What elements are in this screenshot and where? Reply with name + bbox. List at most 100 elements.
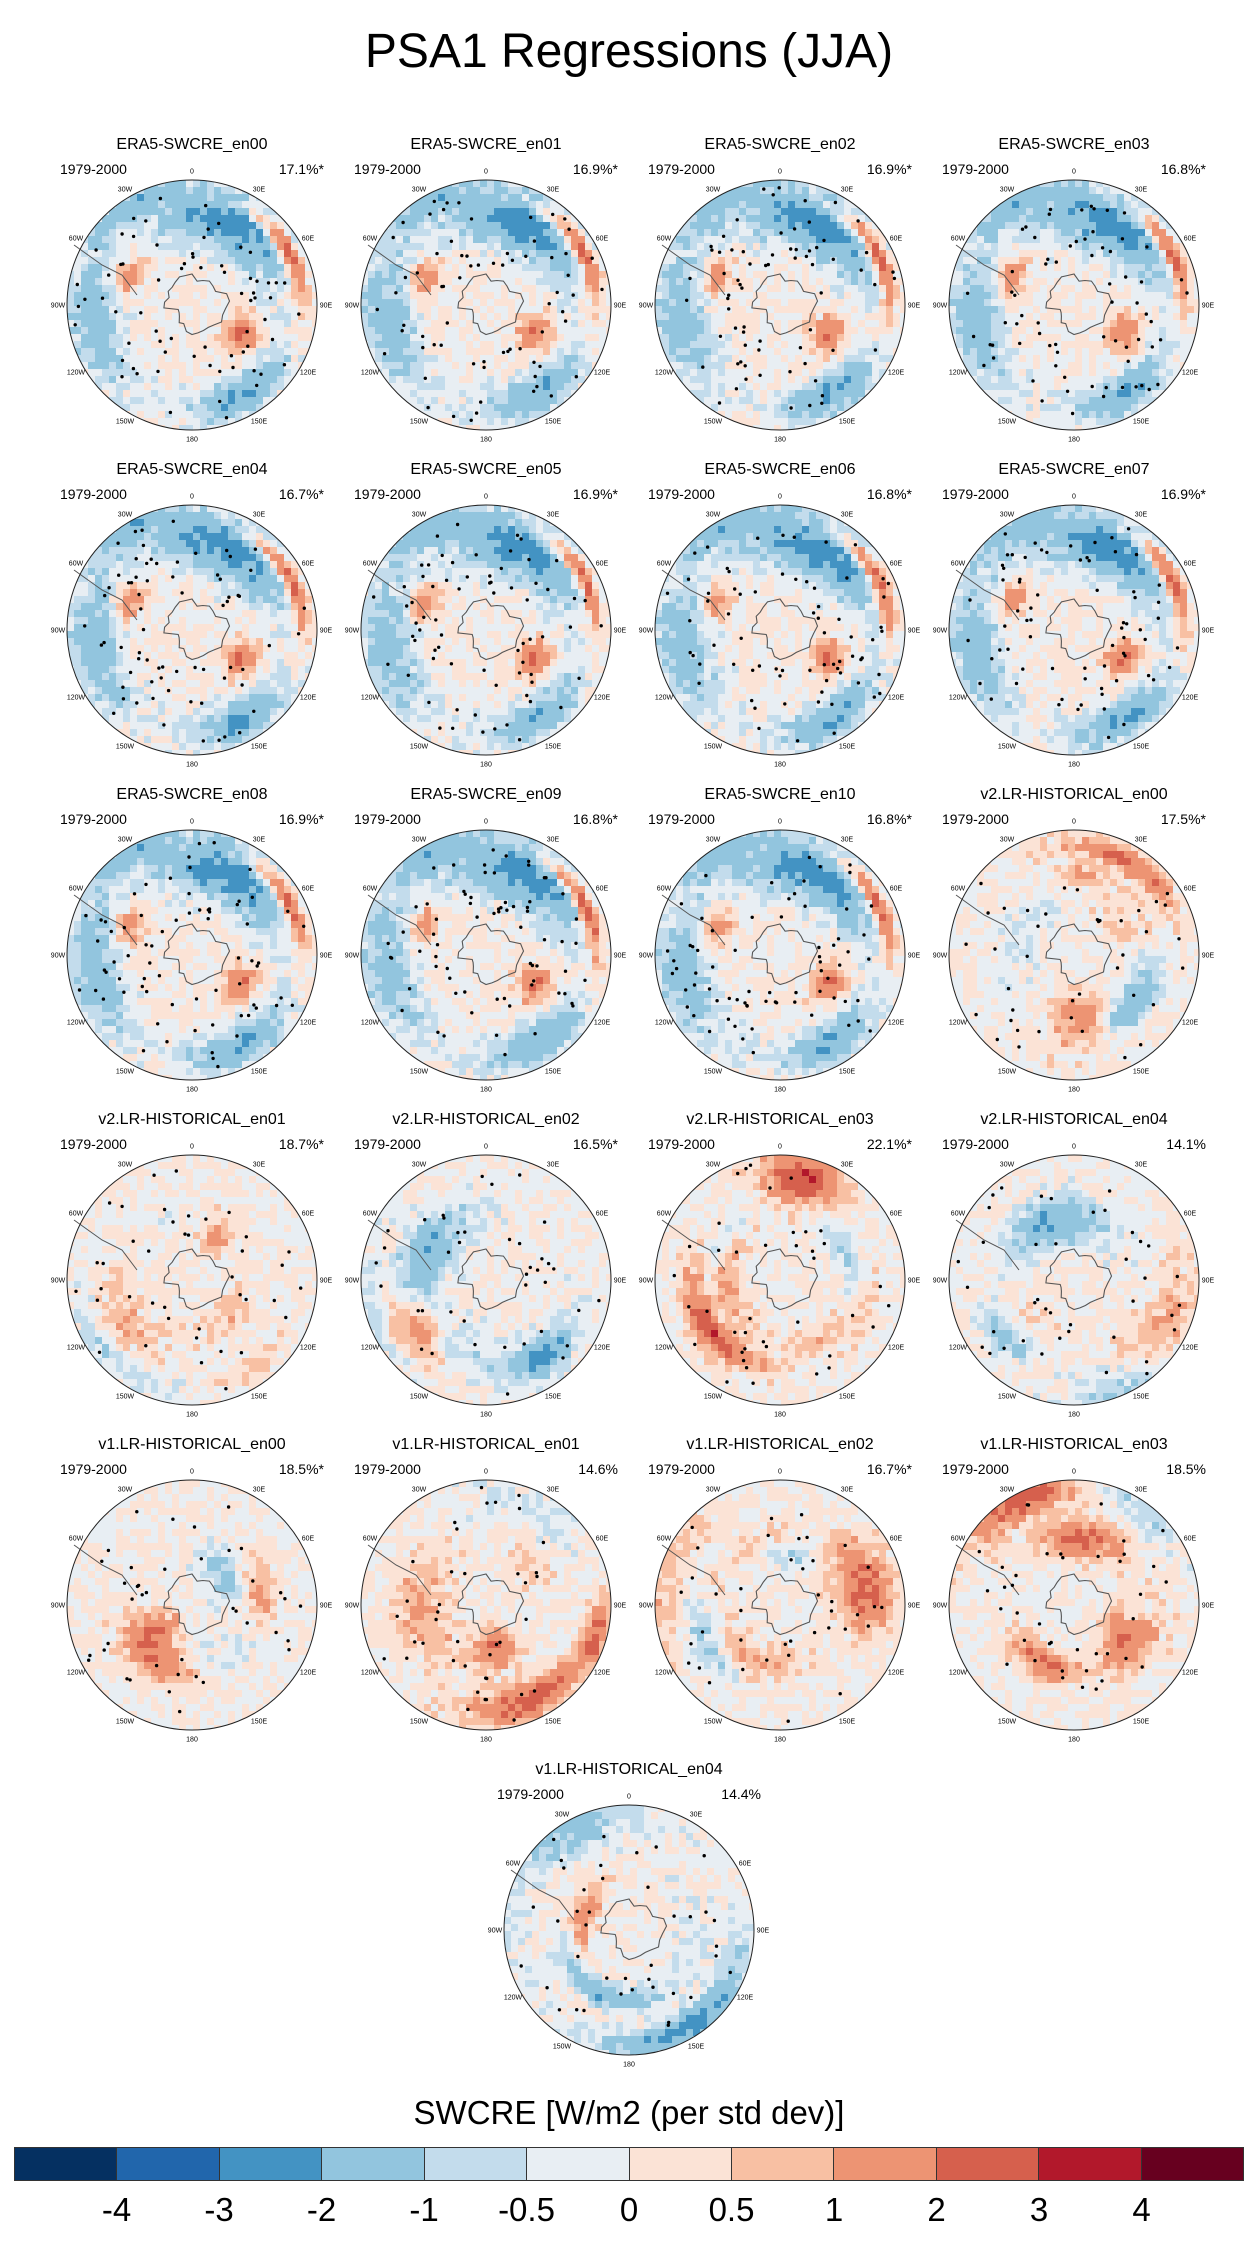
polar-map: 0 30E 60E 90E 120E 150E 180 150W 120W 90W 60W 30W bbox=[639, 819, 921, 1094]
longitude-label: 150E bbox=[688, 2044, 705, 2051]
longitude-label: 30E bbox=[841, 187, 854, 194]
panel-variance: 16.9%* bbox=[279, 811, 324, 827]
longitude-label: 90W bbox=[345, 1278, 360, 1285]
polar-map: 0 30E 60E 90E 120E 150E 180 150W 120W 90W 60W 30W bbox=[488, 1794, 770, 2069]
colorbar-swatch bbox=[219, 2148, 323, 2180]
panel-period: 1979-2000 bbox=[354, 1136, 421, 1152]
longitude-label: 0 bbox=[190, 819, 194, 826]
longitude-label: 30E bbox=[1135, 1162, 1148, 1169]
panel-title: ERA5-SWCRE_en07 bbox=[934, 460, 1214, 480]
panel-variance: 18.5% bbox=[1166, 1461, 1206, 1477]
longitude-label: 180 bbox=[480, 762, 492, 769]
colorbar-swatch bbox=[1039, 2148, 1142, 2180]
longitude-label: 30E bbox=[547, 187, 560, 194]
longitude-label: 60E bbox=[302, 1536, 315, 1543]
longitude-label: 90W bbox=[345, 953, 360, 960]
longitude-label: 150E bbox=[1133, 1719, 1150, 1726]
panel-title: v1.LR-HISTORICAL_en00 bbox=[52, 1435, 332, 1455]
map-boundary bbox=[654, 1479, 906, 1731]
longitude-label: 30W bbox=[118, 187, 133, 194]
longitude-label: 90E bbox=[1202, 1603, 1215, 1610]
panel-period: 1979-2000 bbox=[354, 1461, 421, 1477]
field-shading bbox=[67, 180, 317, 430]
longitude-label: 120W bbox=[361, 1670, 380, 1677]
map-boundary bbox=[654, 504, 906, 756]
longitude-label: 60E bbox=[302, 561, 315, 568]
longitude-label: 30E bbox=[253, 837, 266, 844]
panel-title: ERA5-SWCRE_en04 bbox=[52, 460, 332, 480]
longitude-label: 120E bbox=[300, 1020, 317, 1027]
panel-variance: 16.8%* bbox=[867, 811, 912, 827]
antarctica-coastline bbox=[1045, 1248, 1113, 1311]
longitude-label: 30E bbox=[841, 837, 854, 844]
longitude-label: 150W bbox=[116, 744, 135, 751]
longitude-label: 30W bbox=[1000, 187, 1015, 194]
panel-period: 1979-2000 bbox=[60, 161, 127, 177]
longitude-label: 150W bbox=[553, 2044, 572, 2051]
field-shading bbox=[67, 1480, 317, 1730]
longitude-label: 180 bbox=[186, 1087, 198, 1094]
map-boundary bbox=[66, 829, 318, 1081]
map-boundary bbox=[654, 1154, 906, 1406]
longitude-label: 150W bbox=[998, 1069, 1017, 1076]
longitude-label: 150E bbox=[545, 744, 562, 751]
south-america-coastline bbox=[955, 894, 1020, 946]
polar-map: 0 30E 60E 90E 120E 150E 180 150W 120W 90W 60W 30W bbox=[51, 494, 333, 769]
longitude-label: 0 bbox=[1072, 1144, 1076, 1151]
longitude-label: 0 bbox=[190, 494, 194, 501]
longitude-label: 30W bbox=[412, 512, 427, 519]
longitude-label: 180 bbox=[774, 1412, 786, 1419]
significance-stipple bbox=[685, 186, 897, 410]
colorbar-swatch bbox=[424, 2148, 528, 2180]
polar-map: 0 30E 60E 90E 120E 150E 180 150W 120W 90W 60W 30W bbox=[639, 1469, 921, 1744]
significance-stipple bbox=[73, 196, 301, 420]
longitude-label: 60W bbox=[951, 886, 966, 893]
panel-period: 1979-2000 bbox=[942, 1461, 1009, 1477]
significance-stipple bbox=[519, 1834, 732, 2027]
longitude-label: 30E bbox=[690, 1812, 703, 1819]
longitude-label: 90W bbox=[639, 953, 654, 960]
longitude-label: 120E bbox=[594, 370, 611, 377]
panel-variance: 22.1%* bbox=[867, 1136, 912, 1152]
longitude-label: 180 bbox=[1068, 1087, 1080, 1094]
map-boundary bbox=[360, 1479, 612, 1731]
significance-stipple bbox=[665, 533, 891, 743]
longitude-label: 150E bbox=[839, 1069, 856, 1076]
longitude-label: 30E bbox=[547, 837, 560, 844]
longitude-label: 30W bbox=[706, 187, 721, 194]
longitude-label: 150W bbox=[998, 744, 1017, 751]
significance-stipple bbox=[956, 1186, 1182, 1376]
polar-map: 0 30E 60E 90E 120E 150E 180 150W 120W 90W 60W 30W bbox=[933, 819, 1215, 1094]
panel-variance: 18.7%* bbox=[279, 1136, 324, 1152]
longitude-label: 30W bbox=[118, 512, 133, 519]
south-america-coastline bbox=[955, 244, 1020, 296]
panel-variance: 14.6% bbox=[578, 1461, 618, 1477]
longitude-label: 90W bbox=[51, 1603, 66, 1610]
longitude-label: 120E bbox=[300, 1345, 317, 1352]
longitude-label: 0 bbox=[778, 494, 782, 501]
longitude-label: 120E bbox=[594, 695, 611, 702]
panel-title: ERA5-SWCRE_en01 bbox=[346, 135, 626, 155]
longitude-label: 60E bbox=[596, 1211, 609, 1218]
polar-map: 0 30E 60E 90E 120E 150E 180 150W 120W 90W 60W 30W bbox=[345, 819, 627, 1094]
south-america-coastline bbox=[661, 1544, 726, 1596]
map-boundary bbox=[948, 179, 1200, 431]
antarctica-coastline bbox=[751, 1573, 819, 1636]
longitude-label: 120E bbox=[1182, 370, 1199, 377]
longitude-label: 120W bbox=[949, 695, 968, 702]
south-america-coastline bbox=[661, 569, 726, 621]
longitude-label: 180 bbox=[186, 437, 198, 444]
south-america-coastline bbox=[955, 569, 1020, 621]
panel-title: v2.LR-HISTORICAL_en04 bbox=[934, 1110, 1214, 1130]
longitude-label: 30E bbox=[547, 512, 560, 519]
longitude-label: 150E bbox=[251, 419, 268, 426]
map-boundary bbox=[360, 179, 612, 431]
colorbar-swatch bbox=[936, 2148, 1040, 2180]
longitude-label: 30W bbox=[706, 1162, 721, 1169]
panel-period: 1979-2000 bbox=[942, 811, 1009, 827]
map-boundary bbox=[66, 179, 318, 431]
significance-stipple bbox=[672, 1163, 891, 1385]
map-panel: ERA5-SWCRE_en10 1979-2000 16.8%* 0 30E 60E 90E… bbox=[639, 785, 921, 1094]
longitude-label: 90E bbox=[1202, 953, 1215, 960]
polar-map: 0 30E 60E 90E 120E 150E 180 150W 120W 90W 60W 30W bbox=[639, 494, 921, 769]
